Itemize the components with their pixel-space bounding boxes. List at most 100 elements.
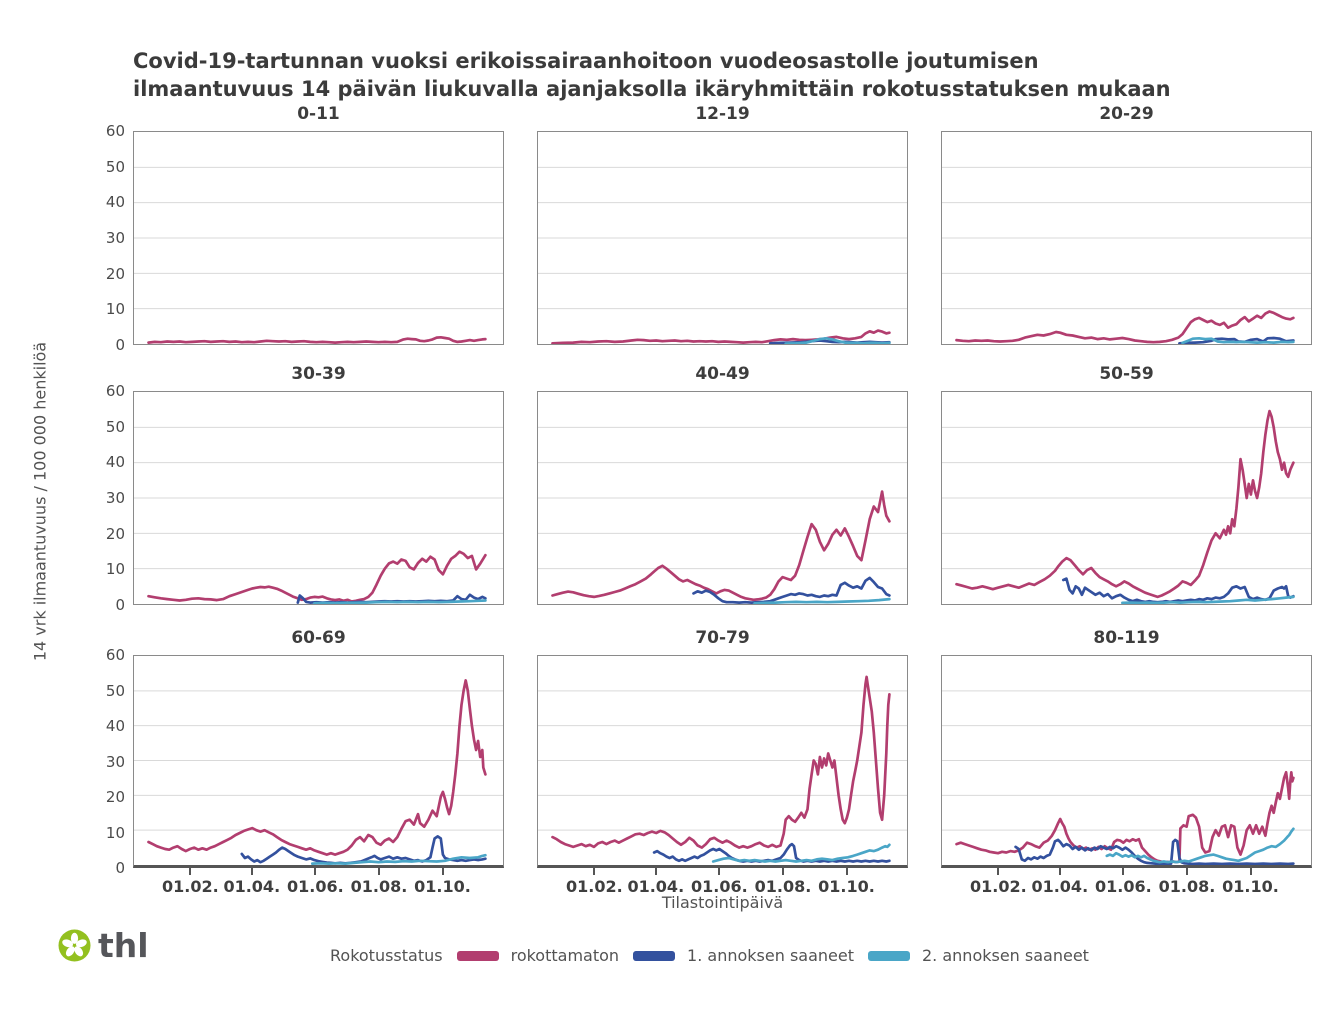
panel-title: 60-69 xyxy=(291,628,346,648)
panel-plot xyxy=(134,426,503,604)
panel-title: 30-39 xyxy=(291,364,346,384)
panel-title: 20-29 xyxy=(1099,104,1154,124)
x-tick-label: 01.04. xyxy=(1031,877,1089,896)
x-tick-mark xyxy=(845,868,848,875)
series-line-annos2 xyxy=(1105,827,1295,864)
x-tick-label: 01.02. xyxy=(969,877,1027,896)
y-tick-label: 50 xyxy=(105,417,125,436)
y-tick-label: 30 xyxy=(105,489,125,507)
panel-40-49 xyxy=(537,391,908,605)
x-tick-mark xyxy=(314,868,317,875)
y-tick-label: 30 xyxy=(105,752,125,771)
panel-plot xyxy=(942,690,1311,865)
series-line-annos2 xyxy=(784,336,891,344)
panel-plot xyxy=(134,679,503,865)
x-tick-mark xyxy=(377,868,380,875)
thl-logo-text: thl xyxy=(98,926,149,965)
y-axis-label: 14 vrk ilmaantuvuus / 100 000 henkilöä xyxy=(30,341,50,662)
y-tick-label: 20 xyxy=(105,264,125,283)
x-tick-label: 01.02. xyxy=(565,877,623,896)
series-line-rokottamaton xyxy=(551,675,891,849)
y-tick-label: 20 xyxy=(105,788,125,806)
x-axis-label: Tilastointipäivä xyxy=(661,893,784,912)
x-tick-mark xyxy=(781,868,784,875)
y-tick-label: 60 xyxy=(105,122,125,140)
panel-20-29 xyxy=(941,131,1312,345)
x-tick-mark xyxy=(1058,868,1061,875)
legend-swatch-annos1 xyxy=(633,950,676,961)
panel-80-119 xyxy=(941,655,1312,868)
x-tick-mark xyxy=(718,868,721,875)
legend-item-annos2: 2. annoksen saaneet xyxy=(868,946,1089,965)
panel-30-39 xyxy=(133,391,504,605)
legend-label-annos1: 1. annoksen saaneet xyxy=(687,946,854,965)
series-line-annos1 xyxy=(240,835,487,865)
series-line-annos2 xyxy=(1121,595,1295,604)
x-tick-label: 01.08. xyxy=(350,877,408,896)
figure-title-line1: Covid-19-tartunnan vuoksi erikoissairaan… xyxy=(133,49,1039,73)
x-tick-mark xyxy=(1185,868,1188,875)
y-tick-label: 50 xyxy=(105,157,125,176)
x-tick-label: 01.10. xyxy=(414,877,471,896)
panel-plot xyxy=(538,166,907,344)
y-tick-label: 0 xyxy=(115,596,125,614)
panel-title: 80-119 xyxy=(1093,628,1160,648)
legend-title: Rokotusstatus xyxy=(330,946,443,965)
panel-0-11 xyxy=(133,131,504,345)
series-line-rokottamaton xyxy=(147,550,487,603)
x-tick-label: 01.04. xyxy=(223,877,281,896)
panel-50-59 xyxy=(941,391,1312,605)
series-line-rokottamaton xyxy=(551,490,891,602)
panel-plot xyxy=(942,166,1311,344)
legend-item-annos1: 1. annoksen saaneet xyxy=(633,946,854,965)
x-tick-label: 01.06. xyxy=(691,877,748,896)
legend: Rokotusstatus rokottamaton 1. annoksen s… xyxy=(330,946,1089,965)
x-tick-mark xyxy=(593,868,596,875)
x-tick-label: 01.06. xyxy=(1095,877,1152,896)
y-tick-label: 40 xyxy=(105,453,125,472)
series-line-annos2 xyxy=(313,599,487,604)
panel-12-19 xyxy=(537,131,908,345)
series-line-annos1 xyxy=(692,576,891,604)
series-line-rokottamaton xyxy=(147,679,487,856)
panel-70-79 xyxy=(537,655,908,868)
thl-logo: thl xyxy=(58,926,149,965)
panel-plot xyxy=(942,409,1311,604)
series-line-annos1 xyxy=(652,842,891,863)
series-line-annos1 xyxy=(1014,838,1295,865)
x-tick-label: 01.10. xyxy=(818,877,875,896)
x-tick-mark xyxy=(441,868,444,875)
y-tick-label: 0 xyxy=(115,336,125,354)
panel-title: 50-59 xyxy=(1099,364,1154,384)
x-tick-mark xyxy=(1122,868,1125,875)
series-line-annos2 xyxy=(711,843,891,863)
y-tick-label: 40 xyxy=(105,717,125,735)
panel-plot xyxy=(538,675,907,863)
y-tick-label: 0 xyxy=(115,859,125,877)
x-tick-label: 01.02. xyxy=(161,877,219,896)
series-line-rokottamaton xyxy=(147,335,487,344)
panel-plot xyxy=(538,426,907,604)
legend-label-annos2: 2. annoksen saaneet xyxy=(922,946,1089,965)
y-tick-label: 60 xyxy=(105,646,125,664)
legend-swatch-rokottamaton xyxy=(456,950,499,961)
x-tick-mark xyxy=(250,868,253,875)
x-tick-label: 01.06. xyxy=(287,877,344,896)
y-tick-label: 30 xyxy=(105,229,125,247)
panel-title: 0-11 xyxy=(297,104,340,124)
series-line-annos1 xyxy=(1061,577,1295,604)
x-tick-mark xyxy=(654,868,657,875)
panel-title: 12-19 xyxy=(695,104,750,124)
panel-title: 70-79 xyxy=(695,628,750,648)
y-tick-label: 60 xyxy=(105,382,125,400)
x-tick-mark xyxy=(1249,868,1252,875)
x-tick-mark xyxy=(189,868,192,875)
series-line-annos2 xyxy=(1181,336,1295,344)
series-line-annos2 xyxy=(310,853,487,865)
series-line-rokottamaton xyxy=(955,310,1295,344)
x-tick-label: 01.08. xyxy=(754,877,812,896)
figure-title: Covid-19-tartunnan vuoksi erikoissairaan… xyxy=(133,47,1273,103)
x-tick-mark xyxy=(997,868,1000,875)
x-tick-label: 01.08. xyxy=(1158,877,1216,896)
